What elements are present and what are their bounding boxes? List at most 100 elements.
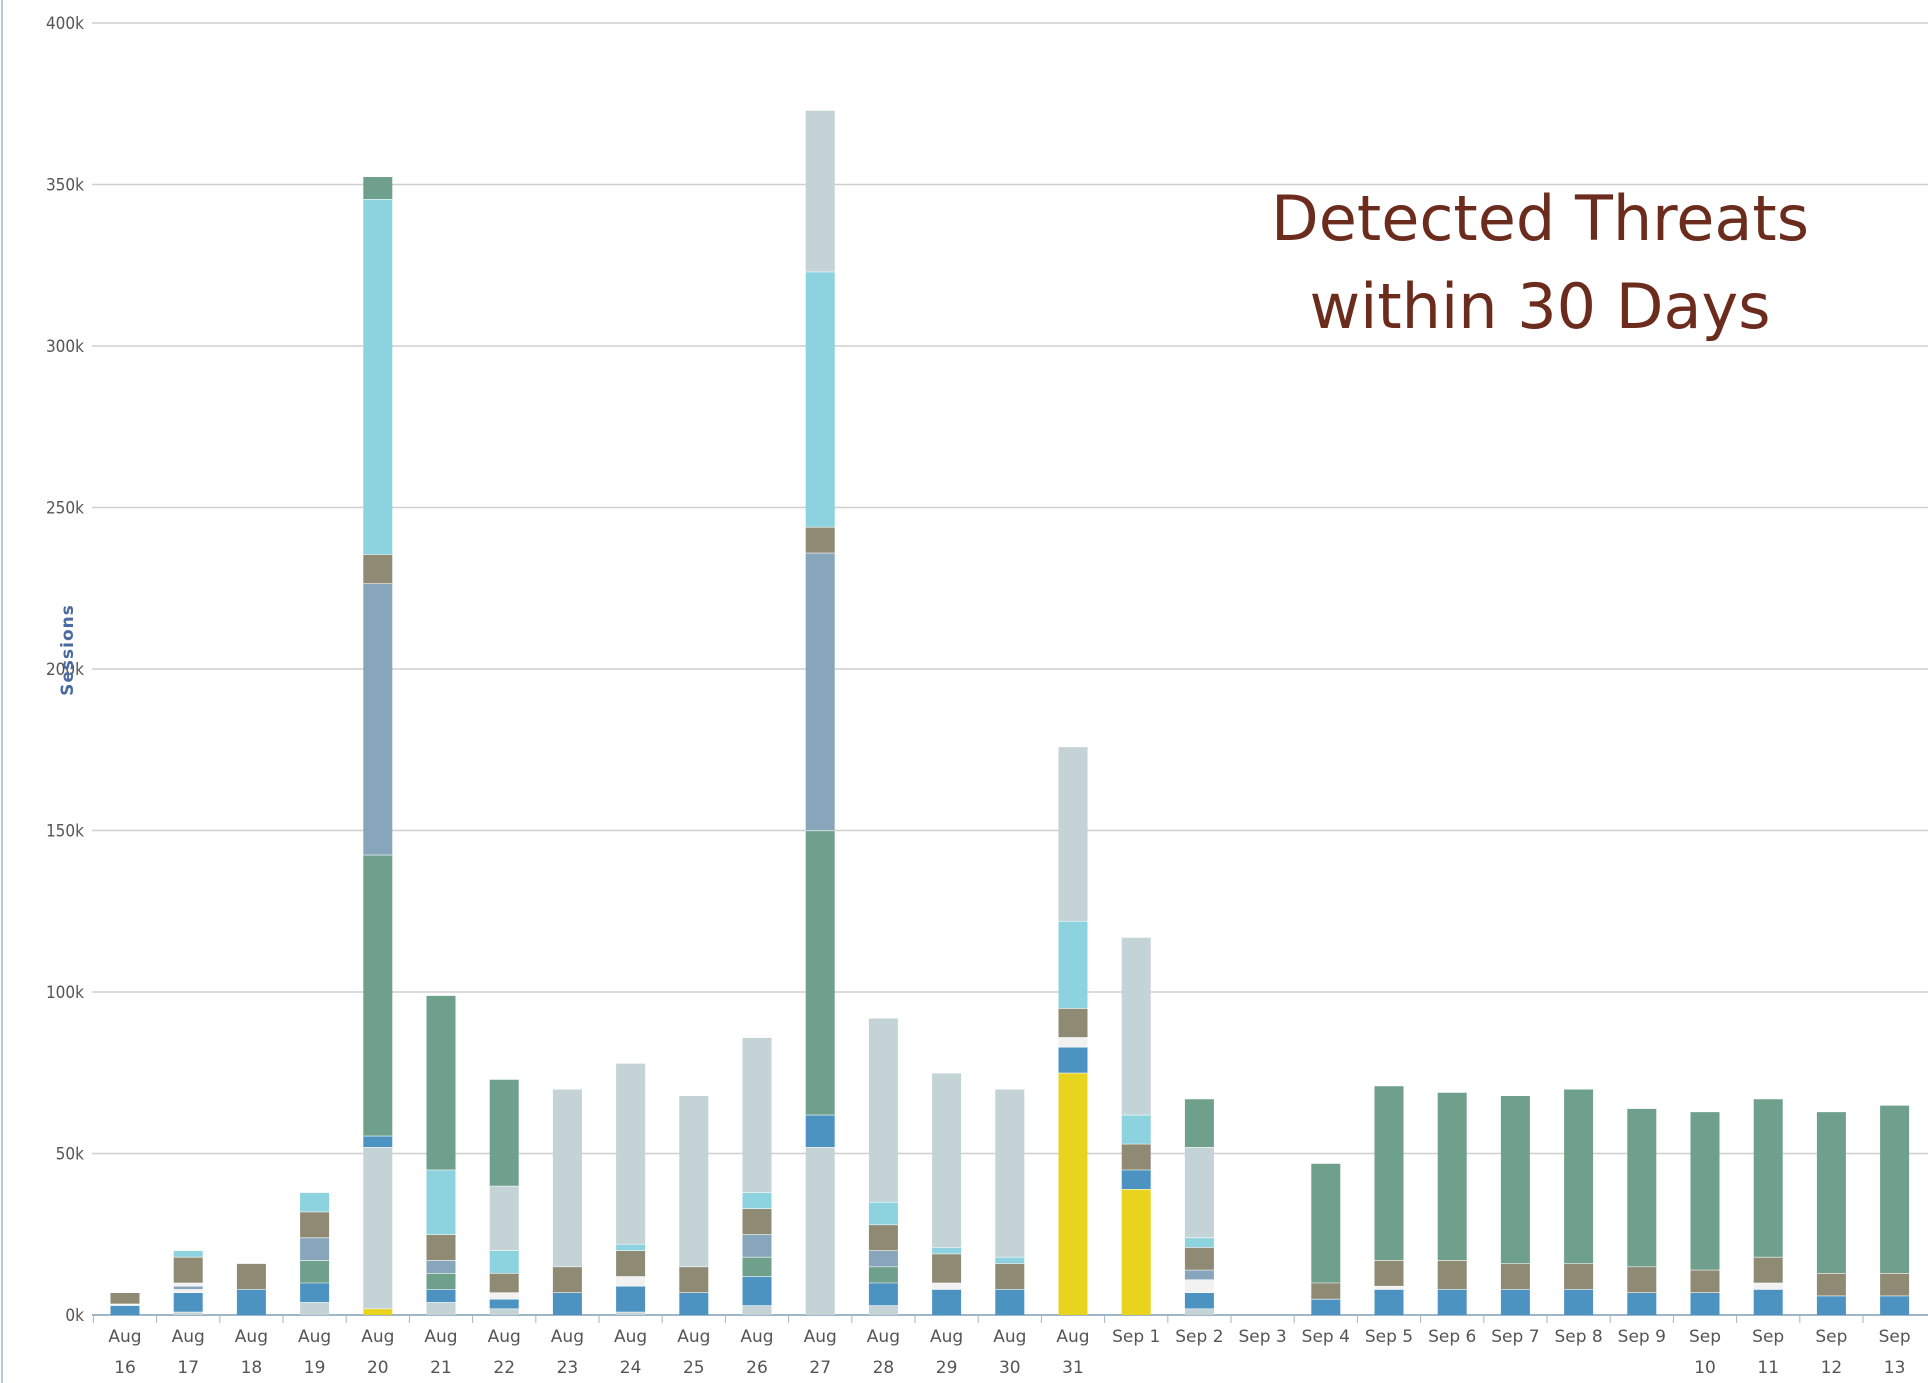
bar-segment (1753, 1256, 1783, 1283)
x-tick-label: 11 (1757, 1358, 1779, 1378)
bar-segment (1627, 1108, 1657, 1267)
x-tick-label: 17 (177, 1358, 199, 1378)
bar-segment (805, 552, 835, 831)
bar-segment (1500, 1263, 1530, 1290)
bar-segment (1880, 1105, 1910, 1274)
x-tick-label: 23 (557, 1358, 579, 1378)
x-tick-label: 31 (1062, 1358, 1084, 1378)
x-tick-label: Aug (677, 1327, 710, 1347)
x-tick-label: 20 (367, 1358, 389, 1378)
bar-segment (300, 1302, 330, 1315)
bar-segment (426, 1234, 456, 1261)
bar-segment (1311, 1163, 1341, 1283)
x-tick-label: Aug (614, 1327, 647, 1347)
y-tick-label: 100k (46, 983, 84, 1003)
x-tick-label: Sep 4 (1302, 1327, 1350, 1347)
bar-segment (995, 1256, 1025, 1264)
bar-segment (426, 1302, 456, 1315)
bar-segment (932, 1253, 962, 1283)
bar-segment (110, 1292, 140, 1304)
bar-segment (1058, 746, 1088, 921)
bar-segment (1753, 1289, 1783, 1315)
bar-segment (868, 1305, 898, 1315)
y-tick-labels: 0k 50k 100k 150k 200k 250k 300k 350k 400k (46, 14, 84, 1326)
bar-segment (1121, 937, 1151, 1115)
x-tick-label: Sep 1 (1112, 1327, 1160, 1347)
bar-segment (679, 1095, 709, 1267)
x-tick-label: 25 (683, 1358, 705, 1378)
bar-segment (742, 1276, 772, 1306)
bar-segment (1058, 920, 1088, 1009)
bar-segment (300, 1282, 330, 1303)
bar-segment (363, 583, 393, 855)
chart-title-line-1: Detected Threats (1271, 182, 1809, 255)
bar-segment (552, 1088, 582, 1267)
bar-segment (679, 1292, 709, 1315)
bar-segment (173, 1285, 203, 1290)
bar-segment (173, 1292, 203, 1312)
bar-segment (1184, 1308, 1214, 1315)
bar-segment (300, 1211, 330, 1238)
x-tick-label: 26 (746, 1358, 768, 1378)
x-tick-labels: Aug 16 Aug 17 Aug 18 Aug 19 Aug 20 Aug 21 Aug 22 Aug 23… (92, 1315, 1911, 1378)
x-tick-label: 19 (304, 1358, 326, 1378)
bar-segment (932, 1247, 962, 1254)
bar-segment (300, 1192, 330, 1212)
bar-segment (932, 1072, 962, 1248)
x-tick-label: Sep (1689, 1327, 1721, 1347)
bar-segment (236, 1263, 266, 1290)
bar-segment (1816, 1273, 1846, 1296)
bar-segment (742, 1234, 772, 1257)
bar-segment (1184, 1098, 1214, 1148)
bar-segment (1184, 1269, 1214, 1280)
bar-segment (173, 1289, 203, 1293)
bar-segment (805, 271, 835, 527)
x-tick-label: Aug (298, 1327, 331, 1347)
bar-segment (1121, 1143, 1151, 1170)
x-tick-label: Aug (235, 1327, 268, 1347)
bar-segment (1184, 1247, 1214, 1270)
bar-segment (742, 1037, 772, 1193)
bar-segment (1564, 1088, 1594, 1264)
bar-segment (489, 1185, 519, 1251)
bar-segment (1311, 1298, 1341, 1315)
x-tick-label: 12 (1821, 1358, 1843, 1378)
bar-segment (552, 1292, 582, 1315)
y-tick-label: 50k (56, 1145, 84, 1165)
x-tick-label: 24 (620, 1358, 642, 1378)
bar-segment (1437, 1289, 1467, 1315)
bar-segment (1058, 1037, 1088, 1047)
bar-segment (868, 1266, 898, 1283)
bar-segment (1058, 1008, 1088, 1038)
bar-segment (805, 1114, 835, 1148)
bar-segment (616, 1063, 646, 1244)
bar-segment (742, 1208, 772, 1235)
bar-segment (616, 1243, 646, 1251)
bars (110, 109, 1910, 1315)
bar-segment (1121, 1114, 1151, 1144)
bar-segment (173, 1256, 203, 1283)
bar-segment (868, 1201, 898, 1225)
bar-segment (679, 1266, 709, 1293)
bar-segment (805, 830, 835, 1115)
bar-segment (173, 1250, 203, 1257)
bar-segment (1058, 1072, 1088, 1315)
bar-segment (300, 1237, 330, 1261)
bar-segment (1311, 1282, 1341, 1299)
y-tick-label: 350k (46, 176, 84, 196)
bar-segment (363, 1308, 393, 1315)
x-tick-label: Aug (740, 1327, 773, 1347)
bar-segment (1184, 1279, 1214, 1293)
bar-segment (1121, 1169, 1151, 1190)
x-tick-label: 10 (1694, 1358, 1716, 1378)
x-tick-label: Aug (108, 1327, 141, 1347)
x-tick-label: Sep 8 (1554, 1327, 1602, 1347)
x-tick-label: 28 (873, 1358, 895, 1378)
x-tick-label: Sep 9 (1618, 1327, 1666, 1347)
x-tick-label: Aug (488, 1327, 521, 1347)
bar-segment (552, 1266, 582, 1293)
bar-segment (1374, 1260, 1404, 1286)
bar-segment (995, 1263, 1025, 1290)
